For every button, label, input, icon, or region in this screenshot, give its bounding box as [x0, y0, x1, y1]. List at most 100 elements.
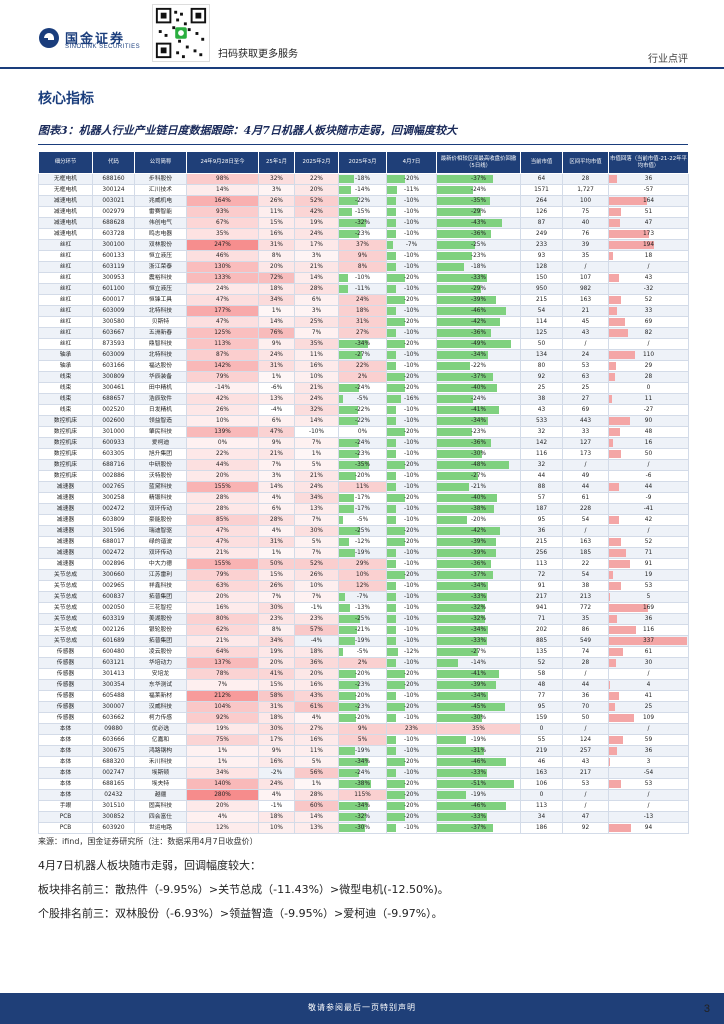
- table-cell: 603667: [92, 327, 135, 339]
- cell-value: 94: [644, 825, 653, 831]
- cell-value: 关节总成: [53, 627, 78, 633]
- table-cell: -10%: [386, 349, 437, 361]
- cell-value: -19%: [355, 550, 370, 556]
- cell-value: 300258: [102, 495, 125, 501]
- cell-value: 107: [579, 275, 592, 281]
- table-cell: 关节总成: [38, 613, 93, 625]
- cell-value: 丝杠: [59, 286, 72, 292]
- table-cell: 中大力德: [134, 558, 187, 570]
- table-cell: 24%: [186, 283, 259, 295]
- table-cell: 002886: [92, 470, 135, 482]
- table-cell: 87%: [186, 349, 259, 361]
- table-cell: -32%: [436, 613, 521, 625]
- change-bar: [387, 813, 405, 821]
- cell-value: -10%: [404, 231, 419, 237]
- table-cell: -33%: [436, 767, 521, 779]
- cell-value: 36: [644, 748, 653, 754]
- cell-value: -10%: [404, 330, 419, 336]
- cell-value: 本体: [59, 748, 72, 754]
- cell-value: 无框电机: [53, 176, 78, 182]
- table-row: 线束 300461 田中精机 -14% -6% 21% -24% -20% -40% 25 25 0: [38, 382, 689, 394]
- cell-value: 减速器: [56, 484, 75, 490]
- table-cell: 无框电机: [38, 184, 93, 196]
- table-cell: 300852: [92, 811, 135, 823]
- cell-value: -37%: [471, 374, 486, 380]
- footer-disclaimer[interactable]: 敬请参阅最后一页特别声明: [308, 1003, 416, 1012]
- table-cell: -32%: [436, 602, 521, 614]
- cell-value: -48%: [471, 462, 486, 468]
- market-cap-bar: [609, 747, 618, 755]
- table-cell: 4%: [258, 492, 295, 504]
- cell-value: 56%: [310, 770, 323, 776]
- table-cell: 92: [520, 371, 563, 383]
- table-cell: 603119: [92, 261, 135, 273]
- change-bar: [387, 263, 396, 271]
- cell-value: 埃夫特: [151, 781, 170, 787]
- table-cell: -37%: [436, 822, 521, 834]
- table-cell: 32%: [294, 404, 339, 416]
- cell-value: 华培动力: [148, 660, 173, 666]
- table-cell: 72: [520, 569, 563, 581]
- table-cell: -49%: [436, 338, 521, 350]
- table-cell: 21%: [294, 382, 339, 394]
- cell-value: 拓普集团: [148, 638, 173, 644]
- change-bar: [387, 637, 396, 645]
- table-cell: 107: [562, 272, 609, 284]
- cell-value: 数控机床: [53, 418, 78, 424]
- cell-value: 北特科技: [148, 308, 173, 314]
- cell-value: 19%: [270, 649, 283, 655]
- table-cell: 传感器: [38, 690, 93, 702]
- table-cell: 双环传动: [134, 547, 187, 559]
- table-cell: 1%: [294, 778, 339, 790]
- cell-value: 43: [644, 275, 653, 281]
- table-cell: -29%: [436, 283, 521, 295]
- cell-value: -33%: [471, 275, 486, 281]
- cell-value: 31%: [270, 242, 283, 248]
- table-cell: 177%: [186, 305, 259, 317]
- table-cell: -10%: [386, 822, 437, 834]
- change-bar: [387, 824, 396, 832]
- table-cell: PCB: [38, 822, 93, 834]
- cell-value: 13%: [310, 506, 323, 512]
- cell-value: -23%: [355, 704, 370, 710]
- cell-value: 52: [644, 297, 653, 303]
- cell-value: 沃特股份: [148, 473, 173, 479]
- table-cell: 50: [562, 712, 609, 724]
- change-bar: [437, 703, 505, 711]
- cell-value: -4%: [270, 407, 283, 413]
- cell-value: 950: [535, 286, 548, 292]
- market-cap-bar: [609, 417, 630, 425]
- cell-value: 100: [579, 198, 592, 204]
- cell-value: 159: [535, 715, 548, 721]
- cell-value: 1%: [311, 451, 322, 457]
- table-cell: 164: [608, 195, 689, 207]
- cell-value: 20%: [270, 660, 283, 666]
- logo-mark-icon: [39, 28, 59, 48]
- figure-caption: 图表3：机器人行业产业链日度数据跟踪：4月7日机器人板块随市走弱，回调幅度较大: [38, 124, 457, 137]
- table-cell: -41: [608, 503, 689, 515]
- table-cell: 传感器: [38, 646, 93, 658]
- cell-value: 173: [579, 451, 592, 457]
- change-bar: [437, 417, 489, 425]
- table-cell: 17%: [258, 734, 295, 746]
- cell-value: -20%: [404, 462, 419, 468]
- table-row: 数控机床 301000 肇民科技 139% 47% -10% 0% -20% -23% 32 33 4…: [38, 426, 689, 438]
- summary-paragraph-2: 板块排名前三：散热件（-9.95%）>关节总成（-11.43%）>微型电机(-1…: [38, 883, 449, 896]
- table-cell: 301596: [92, 525, 135, 537]
- cell-value: 57%: [310, 627, 323, 633]
- table-cell: 优必选: [134, 723, 187, 735]
- qr-code-icon[interactable]: [152, 4, 210, 62]
- change-bar: [339, 648, 344, 656]
- table-cell: 35: [562, 250, 609, 262]
- cell-value: -43%: [471, 220, 486, 226]
- table-cell: 140%: [186, 778, 259, 790]
- cell-value: 24%: [310, 396, 323, 402]
- cell-value: 300124: [102, 187, 125, 193]
- change-bar: [437, 197, 490, 205]
- table-cell: 159: [520, 712, 563, 724]
- cell-value: 603666: [102, 737, 125, 743]
- cell-value: 5%: [311, 539, 322, 545]
- table-cell: 47%: [258, 426, 295, 438]
- table-cell: 拓普集团: [134, 635, 187, 647]
- cell-value: -10%: [309, 429, 324, 435]
